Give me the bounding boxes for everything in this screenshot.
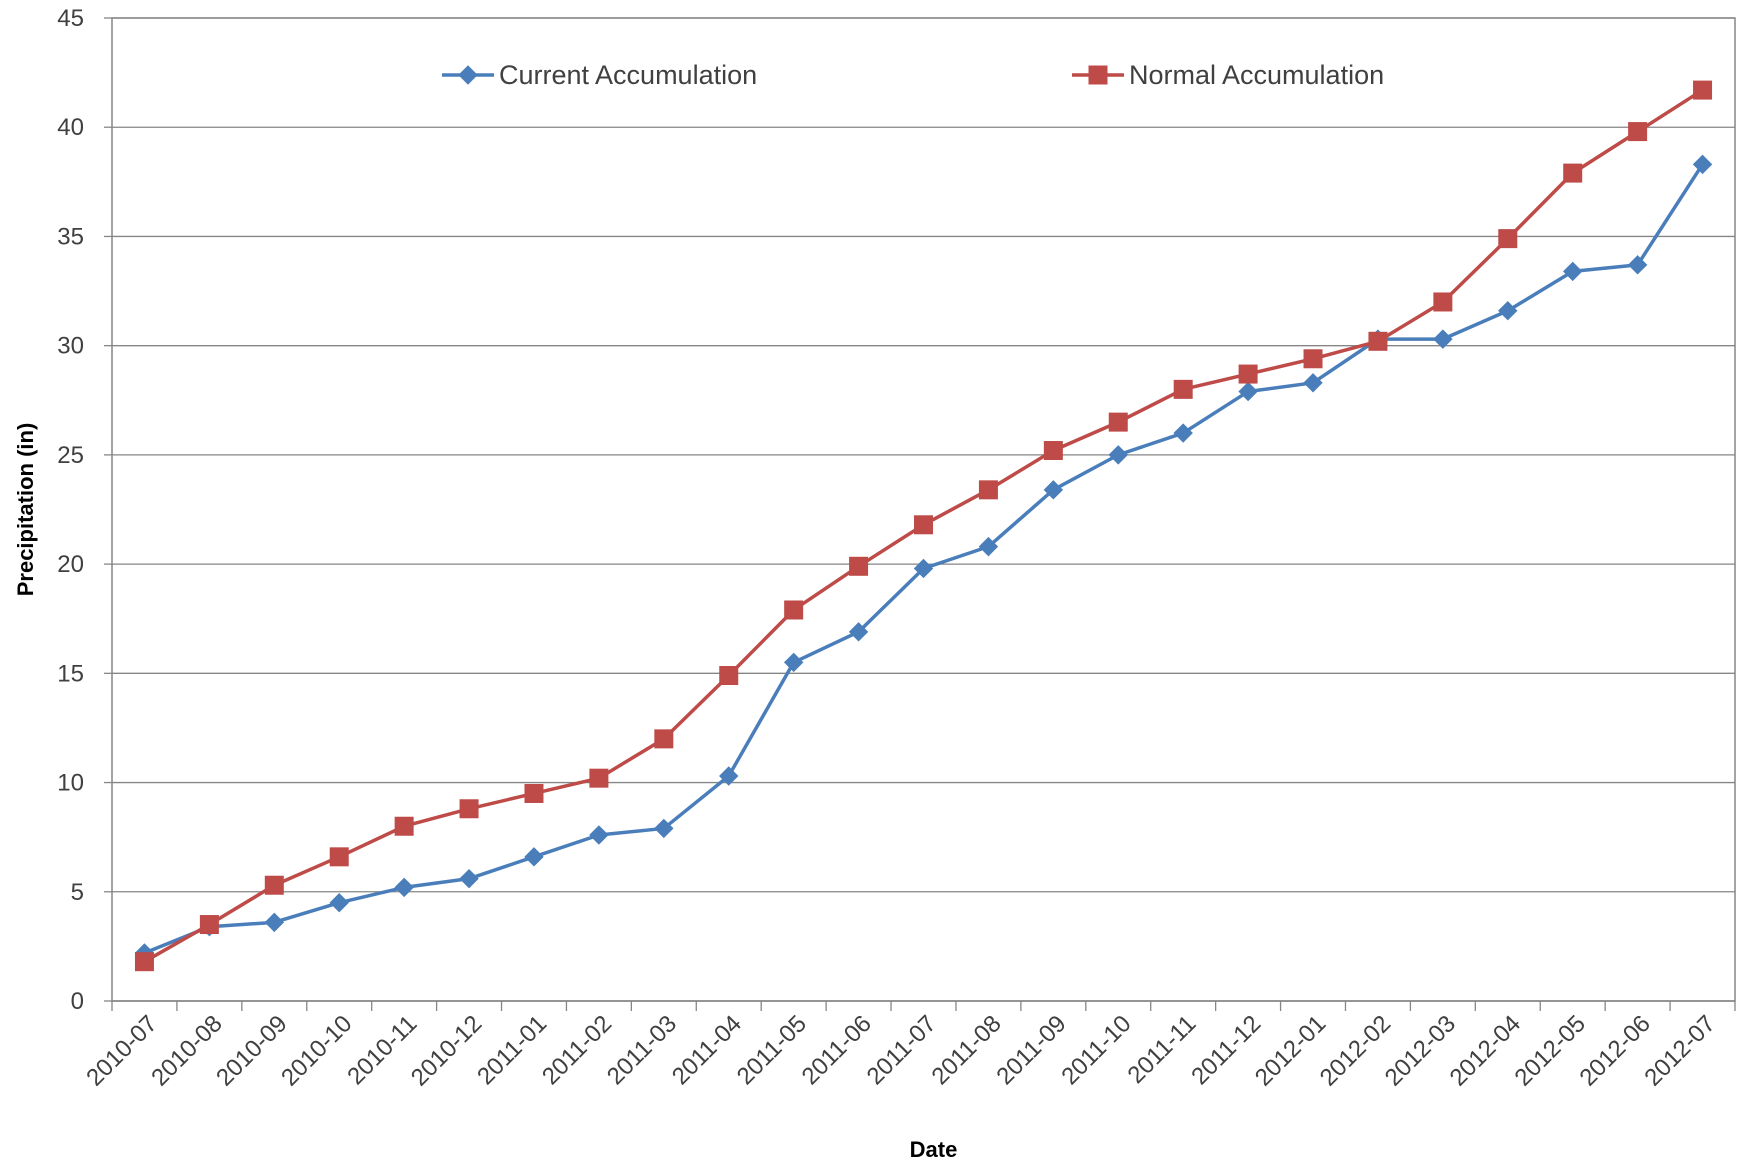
gridlines bbox=[112, 17, 1735, 893]
x-tick-label: 2012-07 bbox=[1639, 1010, 1720, 1091]
current-accumulation-point bbox=[848, 622, 869, 642]
x-tick-label: 2010-07 bbox=[81, 1010, 162, 1091]
x-tick-label: 2011-07 bbox=[862, 1010, 942, 1090]
current-accumulation-point bbox=[1498, 301, 1518, 321]
legend: Current Accumulation Normal Accumulation bbox=[442, 60, 1384, 90]
current-accumulation-point bbox=[978, 536, 999, 557]
normal-accumulation-point bbox=[1238, 364, 1258, 384]
normal-accumulation-point bbox=[719, 666, 739, 686]
normal-accumulation-point bbox=[978, 480, 998, 500]
x-tick-label: 2012-01 bbox=[1250, 1010, 1331, 1091]
normal-accumulation-point bbox=[1368, 331, 1388, 351]
normal-accumulation-point bbox=[394, 816, 414, 836]
normal-accumulation-point bbox=[1303, 349, 1323, 369]
y-tick-label: 10 bbox=[57, 770, 84, 797]
x-tick-label: 2011-08 bbox=[927, 1010, 1007, 1090]
current-accumulation-point bbox=[394, 877, 414, 898]
x-tick-label: 2011-06 bbox=[797, 1010, 877, 1090]
current-accumulation-point bbox=[1692, 154, 1713, 175]
current-accumulation-point bbox=[1043, 480, 1064, 500]
current-accumulation-point bbox=[1562, 261, 1583, 282]
y-tick-label: 25 bbox=[57, 442, 84, 469]
y-tick-label: 5 bbox=[71, 879, 84, 906]
current-accumulation-point bbox=[1303, 373, 1323, 393]
x-tick-label: 2011-04 bbox=[667, 1010, 747, 1090]
current-accumulation-point bbox=[1433, 329, 1453, 349]
y-axis: 0 5 10 15 20 25 30 35 40 45 bbox=[57, 5, 112, 1015]
y-tick-label: 40 bbox=[57, 114, 84, 141]
current-accumulation-point bbox=[1238, 381, 1258, 402]
x-tick-label: 2011-02 bbox=[537, 1010, 617, 1090]
x-tick-label: 2012-03 bbox=[1380, 1010, 1461, 1091]
y-tick-label: 45 bbox=[57, 5, 84, 32]
normal-accumulation-point bbox=[1433, 292, 1453, 312]
normal-accumulation-point bbox=[1108, 412, 1128, 432]
normal-accumulation-point bbox=[329, 847, 349, 867]
normal-accumulation-point bbox=[134, 952, 154, 972]
normal-accumulation-point bbox=[654, 729, 674, 749]
x-tick-label: 2010-12 bbox=[406, 1010, 487, 1091]
y-tick-label: 15 bbox=[57, 660, 84, 687]
current-accumulation-point bbox=[719, 766, 739, 786]
y-tick-label: 20 bbox=[57, 551, 84, 578]
x-tick-label: 2010-09 bbox=[211, 1010, 292, 1091]
x-axis-title: Date bbox=[910, 1137, 958, 1161]
current-accumulation-point bbox=[654, 818, 674, 839]
normal-accumulation-point bbox=[524, 783, 544, 803]
y-tick-label: 0 bbox=[71, 988, 84, 1015]
normal-accumulation-point bbox=[914, 515, 933, 535]
x-tick-label: 2010-08 bbox=[146, 1010, 227, 1091]
current-accumulation-legend-marker bbox=[458, 65, 478, 85]
y-tick-label: 30 bbox=[57, 333, 84, 360]
current-accumulation-legend-label: Current Accumulation bbox=[499, 60, 757, 90]
y-axis-title: Precipitation (in) bbox=[13, 423, 38, 597]
x-tick-label: 2012-06 bbox=[1574, 1010, 1655, 1091]
normal-accumulation-point bbox=[849, 556, 869, 576]
current-accumulation-point bbox=[264, 912, 285, 933]
x-tick-label: 2011-10 bbox=[1056, 1010, 1136, 1090]
current-accumulation-point bbox=[783, 652, 804, 673]
x-tick-label: 2012-04 bbox=[1445, 1010, 1526, 1091]
series-markers bbox=[134, 80, 1713, 972]
x-tick-label: 2011-01 bbox=[472, 1010, 552, 1090]
current-accumulation-line bbox=[143, 163, 1705, 955]
plot-area-border bbox=[111, 17, 1736, 1002]
x-axis: 2010-072010-082010-092010-102010-112010-… bbox=[81, 1000, 1736, 1092]
x-tick-label: 2011-03 bbox=[602, 1010, 682, 1090]
normal-accumulation-point bbox=[589, 768, 609, 788]
normal-accumulation-point bbox=[1043, 441, 1063, 461]
normal-accumulation-point bbox=[1628, 122, 1648, 142]
x-tick-label: 2012-02 bbox=[1315, 1010, 1396, 1091]
normal-accumulation-point bbox=[1693, 80, 1713, 100]
current-accumulation-point bbox=[589, 825, 609, 845]
current-accumulation-point bbox=[329, 892, 349, 913]
normal-accumulation-point bbox=[199, 915, 219, 935]
x-tick-label: 2011-09 bbox=[991, 1010, 1071, 1090]
normal-accumulation-point bbox=[459, 799, 479, 819]
y-tick-label: 35 bbox=[57, 223, 84, 250]
normal-accumulation-point bbox=[1173, 379, 1193, 399]
normal-accumulation-point bbox=[264, 875, 284, 895]
current-accumulation-point bbox=[913, 558, 934, 579]
current-accumulation-point bbox=[1173, 423, 1193, 443]
x-tick-label: 2011-11 bbox=[1123, 1010, 1202, 1089]
normal-accumulation-point bbox=[784, 600, 804, 620]
current-accumulation-point bbox=[1627, 255, 1648, 275]
current-accumulation-point bbox=[524, 847, 544, 867]
normal-accumulation-legend-label: Normal Accumulation bbox=[1129, 60, 1384, 90]
normal-accumulation-point bbox=[1563, 163, 1583, 183]
current-accumulation-point bbox=[1108, 445, 1128, 465]
normal-accumulation-point bbox=[1498, 229, 1518, 249]
current-accumulation-point bbox=[459, 868, 479, 889]
normal-accumulation-legend-marker bbox=[1088, 65, 1108, 85]
x-tick-label: 2012-05 bbox=[1510, 1010, 1591, 1091]
x-tick-label: 2010-10 bbox=[276, 1010, 357, 1091]
x-tick-label: 2011-05 bbox=[732, 1010, 812, 1090]
